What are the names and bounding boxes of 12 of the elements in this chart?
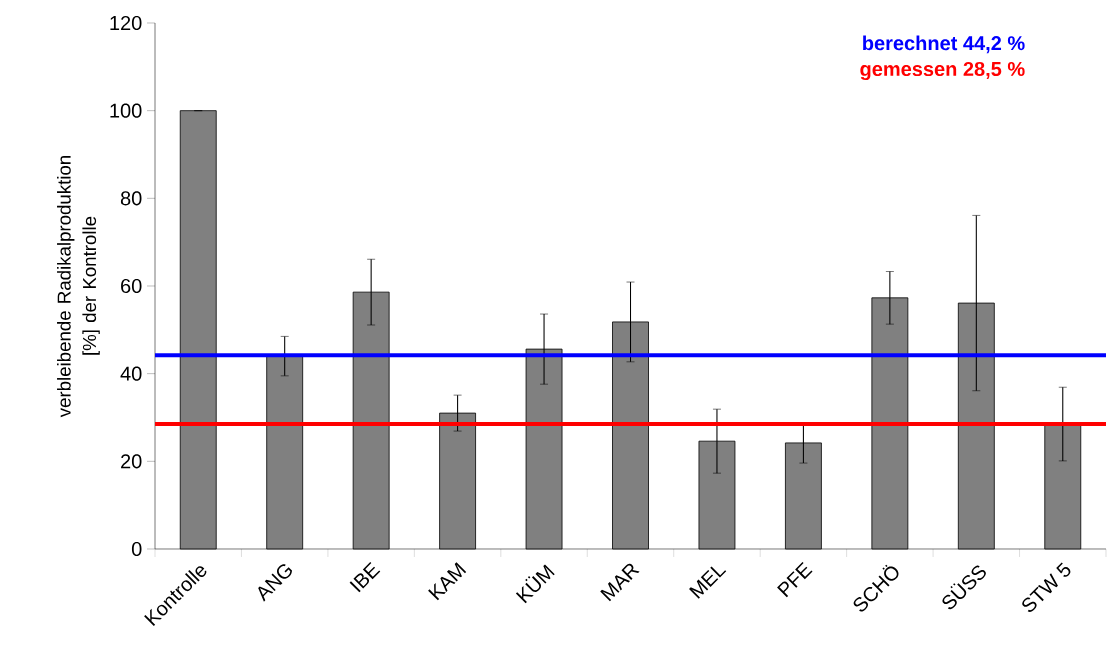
ref-line-label: gemessen 28,5 %	[860, 61, 1025, 81]
y-tick-label: 120	[110, 15, 142, 31]
y-tick-label: 0	[131, 541, 142, 557]
ref-line-label: berechnet 44,2 %	[863, 35, 1025, 54]
y-tick-label: 20	[121, 454, 142, 469]
y-tick-label: 40	[120, 366, 142, 381]
y-tick-label: 100	[110, 103, 142, 118]
y-tick-label: 80	[120, 191, 142, 206]
y-tick-label: 60	[121, 278, 142, 294]
y-axis-title: verbleibende Radikalproduktion [%] der Kontrolle	[57, 155, 100, 418]
x-tick-label: IBE	[349, 562, 381, 593]
x-tick-label: MEL	[689, 566, 727, 599]
